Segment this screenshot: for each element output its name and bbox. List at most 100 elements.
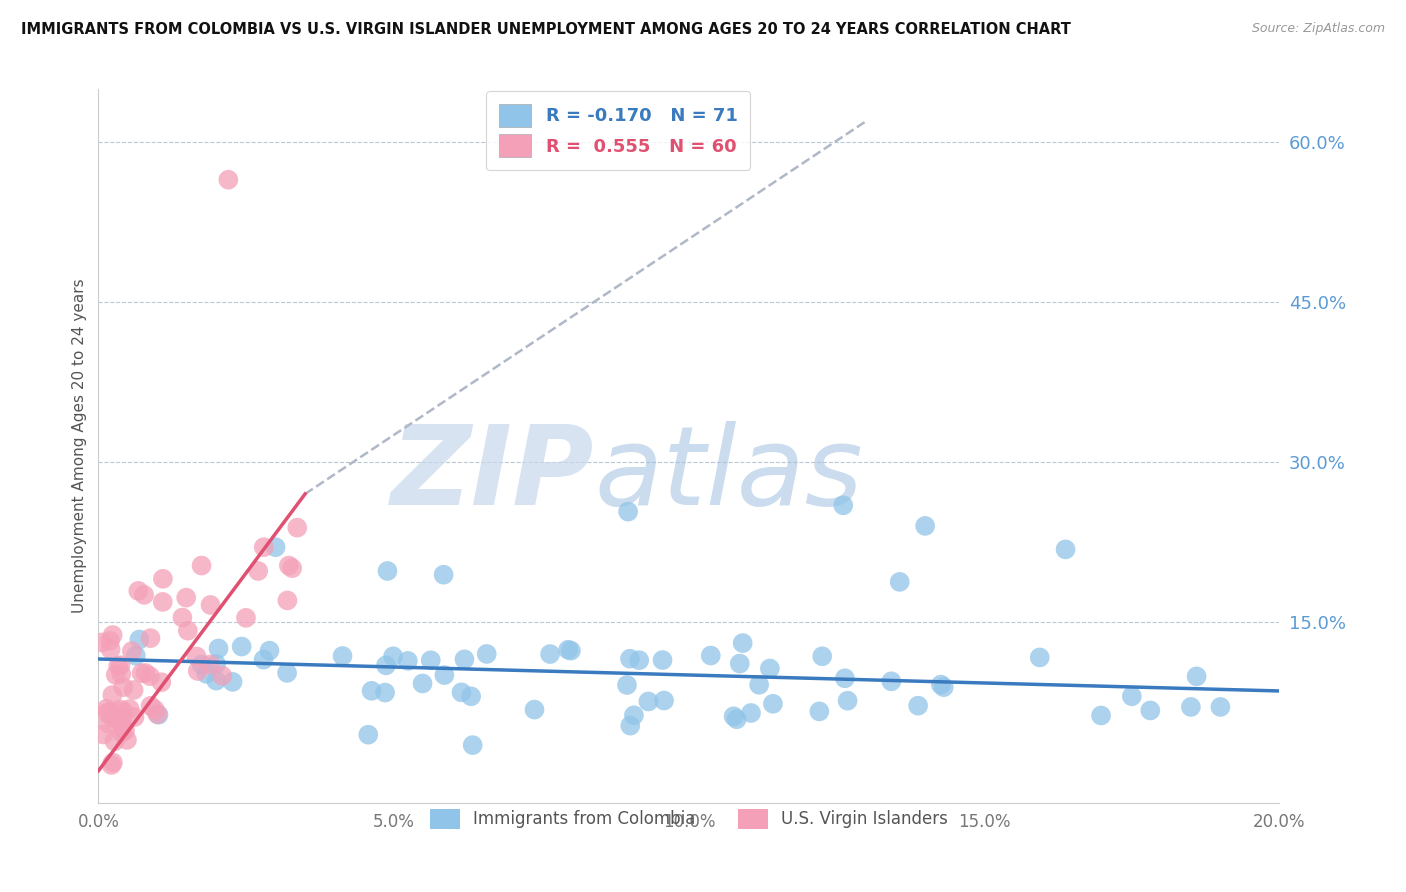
Point	[101, 688, 124, 702]
Point	[121, 644, 143, 658]
Point	[118, 702, 141, 716]
Point	[617, 505, 640, 519]
Point	[382, 649, 405, 664]
Point	[103, 734, 125, 748]
Point	[150, 675, 173, 690]
Point	[834, 671, 856, 685]
Point	[112, 680, 135, 694]
Point	[332, 648, 354, 663]
Point	[200, 598, 222, 612]
Point	[107, 712, 129, 726]
Point	[259, 643, 281, 657]
Point	[131, 666, 153, 681]
Point	[557, 642, 579, 657]
Point	[450, 685, 472, 699]
Point	[177, 624, 200, 638]
Point	[377, 564, 399, 578]
Point	[221, 674, 243, 689]
Point	[96, 702, 118, 716]
Point	[217, 172, 239, 186]
Point	[616, 678, 638, 692]
Point	[651, 653, 673, 667]
Point	[728, 657, 751, 671]
Point	[112, 704, 135, 718]
Point	[914, 519, 936, 533]
Point	[808, 705, 831, 719]
Point	[127, 583, 149, 598]
Point	[1185, 669, 1208, 683]
Point	[187, 664, 209, 678]
Point	[276, 593, 298, 607]
Point	[740, 706, 762, 720]
Point	[623, 708, 645, 723]
Point	[152, 595, 174, 609]
Point	[1139, 703, 1161, 717]
Point	[100, 642, 122, 657]
Point	[211, 669, 233, 683]
Text: IMMIGRANTS FROM COLOMBIA VS U.S. VIRGIN ISLANDER UNEMPLOYMENT AMONG AGES 20 TO 2: IMMIGRANTS FROM COLOMBIA VS U.S. VIRGIN …	[21, 22, 1071, 37]
Point	[134, 665, 156, 680]
Point	[277, 558, 299, 573]
Point	[190, 657, 212, 672]
Point	[419, 653, 441, 667]
Point	[748, 678, 770, 692]
Point	[628, 653, 651, 667]
Point	[700, 648, 723, 663]
Point	[125, 648, 148, 663]
Point	[253, 540, 276, 554]
Point	[172, 610, 194, 624]
Point	[139, 669, 162, 683]
Point	[205, 657, 228, 671]
Point	[93, 727, 115, 741]
Point	[134, 588, 156, 602]
Point	[880, 674, 903, 689]
Point	[723, 709, 745, 723]
Point	[124, 710, 146, 724]
Point	[889, 574, 911, 589]
Point	[195, 666, 218, 681]
Point	[276, 665, 298, 680]
Point	[652, 693, 675, 707]
Point	[1180, 700, 1202, 714]
Point	[148, 707, 170, 722]
Point	[396, 654, 419, 668]
Point	[907, 698, 929, 713]
Point	[837, 694, 859, 708]
Point	[200, 657, 222, 672]
Point	[101, 756, 124, 770]
Legend: Immigrants from Colombia, U.S. Virgin Islanders: Immigrants from Colombia, U.S. Virgin Is…	[422, 800, 956, 838]
Point	[231, 640, 253, 654]
Point	[174, 591, 197, 605]
Point	[725, 712, 748, 726]
Point	[101, 628, 124, 642]
Point	[1209, 700, 1232, 714]
Point	[186, 649, 208, 664]
Point	[453, 652, 475, 666]
Point	[96, 706, 118, 720]
Point	[281, 561, 304, 575]
Point	[461, 738, 484, 752]
Point	[637, 694, 659, 708]
Point	[110, 658, 132, 673]
Point	[285, 521, 308, 535]
Point	[128, 632, 150, 647]
Point	[619, 651, 641, 665]
Point	[1121, 690, 1143, 704]
Point	[108, 702, 131, 716]
Point	[143, 702, 166, 716]
Point	[101, 711, 124, 725]
Text: ZIP: ZIP	[391, 421, 595, 528]
Point	[929, 678, 952, 692]
Point	[139, 631, 162, 645]
Point	[104, 668, 127, 682]
Point	[247, 564, 270, 578]
Point	[111, 720, 134, 734]
Point	[190, 558, 212, 573]
Point	[932, 680, 955, 694]
Point	[122, 683, 145, 698]
Point	[110, 667, 132, 681]
Point	[475, 647, 498, 661]
Point	[1028, 650, 1050, 665]
Point	[111, 711, 134, 725]
Point	[357, 728, 380, 742]
